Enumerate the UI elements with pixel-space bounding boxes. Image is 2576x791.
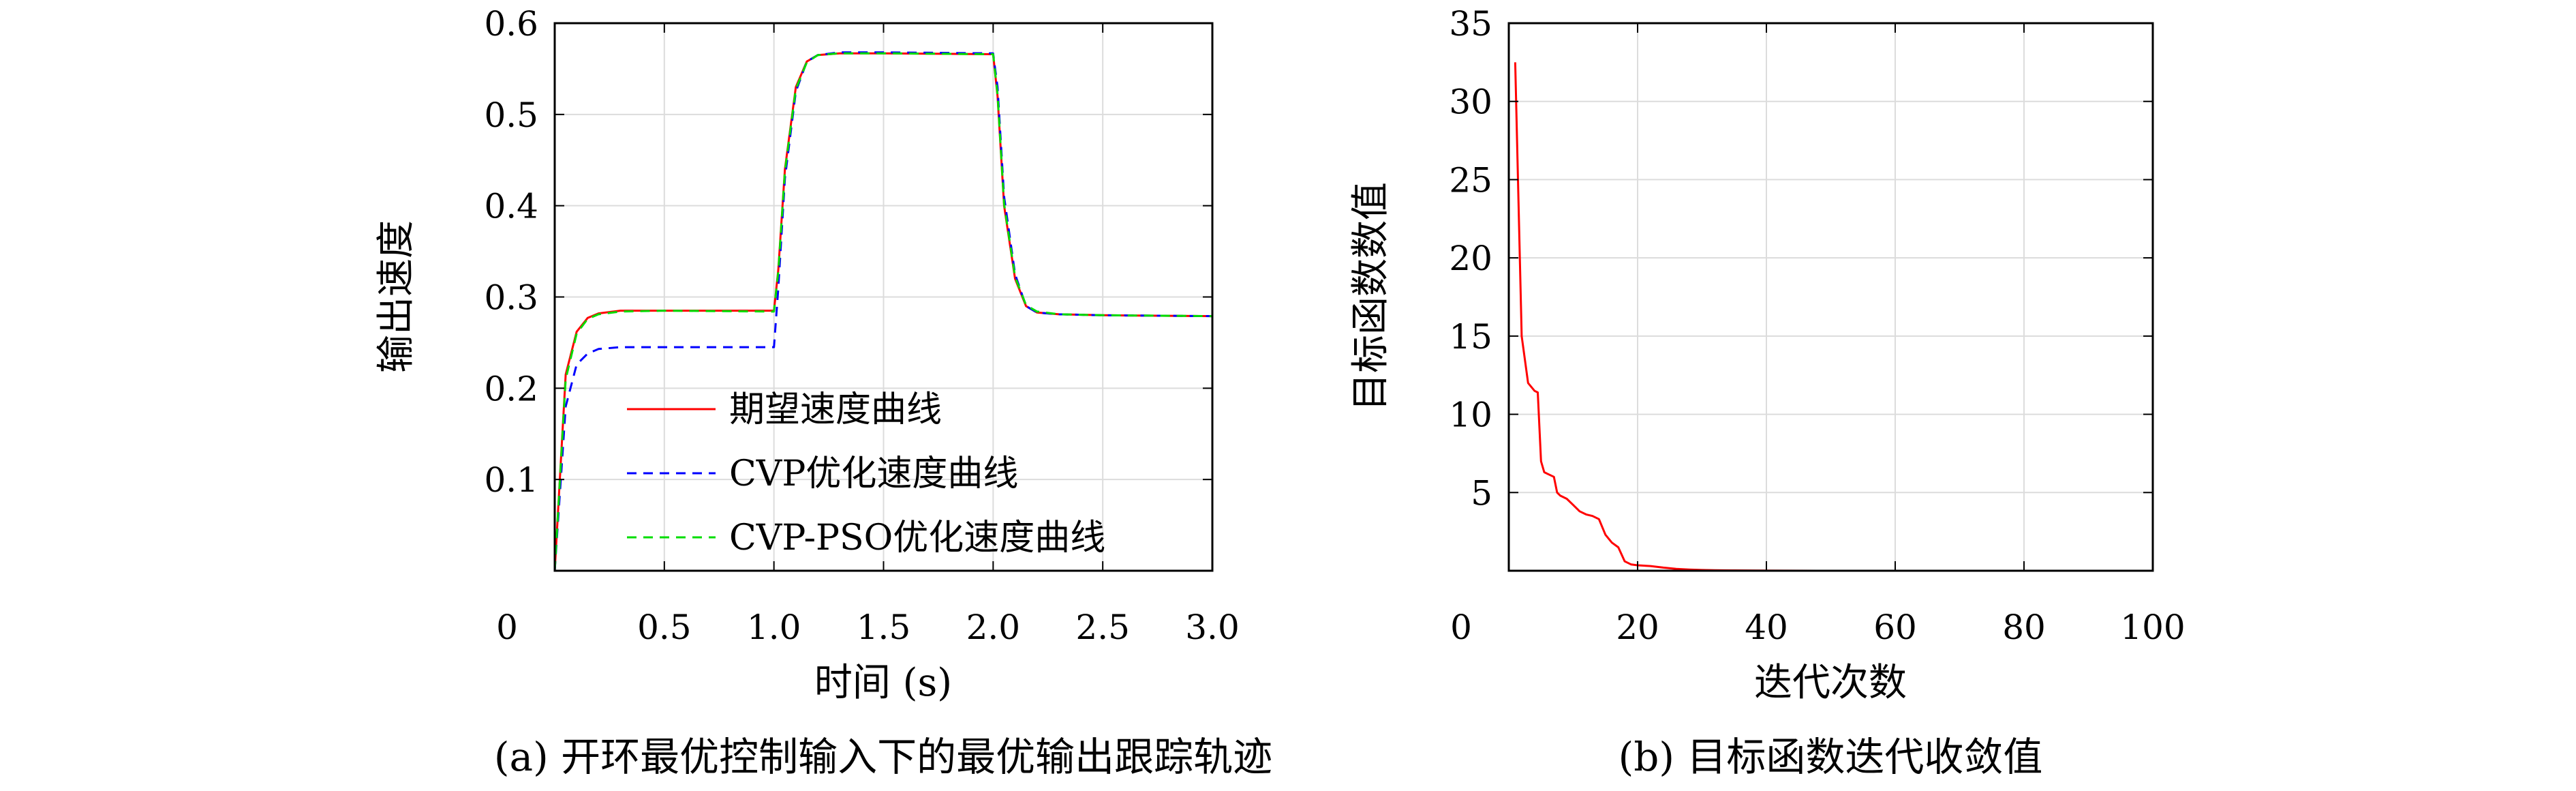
chart-b-plot-frame [1507, 22, 2154, 572]
chart-a-y-tick-label: 0.2 [484, 369, 538, 408]
legend-label-1: CVP优化速度曲线 [729, 453, 1018, 494]
chart-b-y-tick-label: 20 [1449, 239, 1492, 278]
chart-a-y-tick-label: 0.5 [484, 95, 538, 135]
chart-b-y-axis-label: 目标函数数值 [1349, 182, 1393, 411]
chart-a-tick-labels: 0 0.5 1.0 1.5 2.0 2.5 3.0 0.1 0.2 0.3 0.4 0.5 0.6 [484, 4, 1239, 647]
chart-a-x-tick-label: 1.0 [747, 608, 801, 647]
chart-b-series-line-0 [1514, 62, 2153, 572]
chart-b-x-tick-label: 80 [2002, 608, 2046, 647]
chart-b-caption: (b) 目标函数迭代收敛值 [1619, 734, 2043, 780]
chart-a-legend: 期望速度曲线 CVP优化速度曲线 CVP-PSO优化速度曲线 [627, 389, 1105, 558]
chart-a-y-tick-label: 0.1 [484, 460, 538, 500]
chart-a-series [553, 51, 1213, 571]
chart-a-caption: (a) 开环最优控制输入下的最优输出跟踪轨迹 [494, 734, 1272, 780]
chart-b-x-tick-label: 100 [2120, 608, 2185, 647]
chart-a-x-axis-label: 时间 (s) [814, 661, 952, 705]
chart-a-y-tick-label: 0.3 [484, 278, 538, 318]
legend-label-0: 期望速度曲线 [729, 389, 942, 430]
chart-a-x-tick-label: 0.5 [637, 608, 692, 647]
chart-b-y-tick-label: 30 [1449, 83, 1492, 122]
chart-b-x-axis-label: 迭代次数 [1754, 661, 1907, 705]
chart-panel-a: 0 0.5 1.0 1.5 2.0 2.5 3.0 0.1 0.2 0.3 0.4 0.5 0.6 时间… [374, 4, 1272, 780]
chart-b-x-tick-label: 20 [1616, 608, 1659, 647]
legend-label-2: CVP-PSO优化速度曲线 [729, 518, 1105, 558]
chart-a-y-tick-label: 0.6 [484, 4, 538, 44]
chart-a-y-tick-label: 0.4 [484, 187, 538, 226]
chart-b-x-tick-label: 40 [1745, 608, 1788, 647]
chart-b-x-tick-label: 0 [1450, 608, 1472, 647]
chart-a-x-tick-label: 3.0 [1185, 608, 1240, 647]
chart-panel-b: 0 20 40 60 80 100 5 10 15 20 25 30 35 迭代次数 目标函数数值 (b… [1349, 4, 2186, 780]
chart-a-x-tick-label: 1.5 [857, 608, 911, 647]
chart-b-y-tick-label: 5 [1471, 473, 1492, 513]
chart-b-tick-labels: 0 20 40 60 80 100 5 10 15 20 25 30 35 [1449, 4, 2185, 647]
chart-b-grid [1509, 23, 2153, 571]
chart-b-y-tick-label: 10 [1449, 395, 1492, 435]
chart-b-x-tick-label: 60 [1873, 608, 1917, 647]
chart-a-x-tick-label: 0 [496, 608, 518, 647]
chart-a-series-line-2 [553, 52, 1213, 571]
chart-a-x-tick-label: 2.5 [1075, 608, 1130, 647]
chart-a-x-tick-label: 2.0 [966, 608, 1021, 647]
chart-b-y-tick-label: 15 [1449, 317, 1492, 357]
chart-b-y-tick-label: 35 [1449, 4, 1492, 44]
chart-a-y-axis-label: 输出速度 [374, 220, 418, 373]
chart-a-grid [555, 23, 1212, 571]
chart-b-y-tick-label: 25 [1449, 160, 1492, 200]
chart-b-series [1514, 62, 2153, 572]
